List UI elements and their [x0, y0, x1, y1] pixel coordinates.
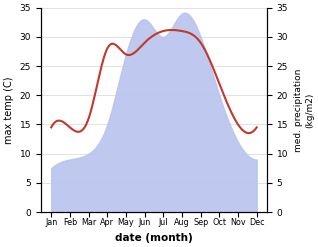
Y-axis label: med. precipitation
(kg/m2): med. precipitation (kg/m2) [294, 68, 314, 152]
Y-axis label: max temp (C): max temp (C) [4, 76, 14, 144]
X-axis label: date (month): date (month) [115, 233, 193, 243]
